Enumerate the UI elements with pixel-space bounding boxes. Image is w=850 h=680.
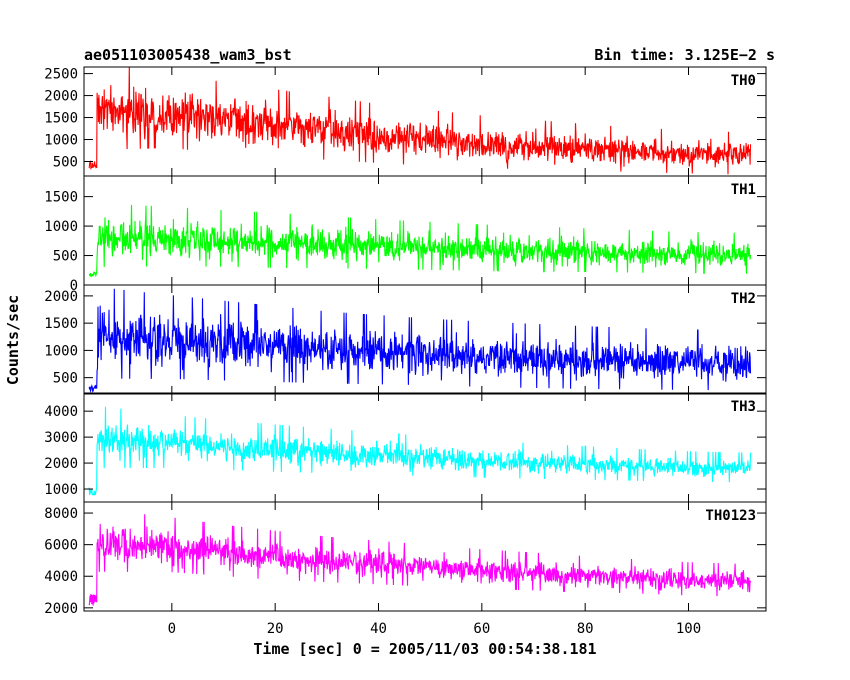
y-tick-label: 2500 [44, 67, 78, 83]
y-tick-label: 0 [70, 278, 78, 294]
y-tick-label: 4000 [44, 404, 78, 420]
bin-time-label: Bin time: 3.125E−2 s [594, 46, 775, 64]
series-line-th0123 [88, 514, 752, 606]
panels-group: 500 1000 1500 2000 2500 TH0 0 500 1000 1500 TH1 500… [44, 66, 767, 617]
y-tick-label: 1500 [44, 190, 78, 206]
x-tick-label: 40 [370, 621, 387, 637]
y-tick-label: 500 [53, 154, 78, 170]
x-tick-label: 80 [577, 621, 594, 637]
panel-label-th1: TH1 [731, 182, 756, 198]
panel-label-th2: TH2 [731, 291, 756, 307]
y-tick-label: 4000 [44, 569, 78, 585]
chart-title: ae051103005438_wam3_bst [84, 46, 292, 64]
y-tick-label: 1000 [44, 219, 78, 235]
panel-label-th0: TH0 [731, 73, 756, 89]
series-line-th1 [88, 204, 752, 278]
x-tick-label: 60 [473, 621, 490, 637]
y-tick-label: 3000 [44, 430, 78, 446]
y-tick-label: 1000 [44, 343, 78, 359]
x-axis: 0 20 40 60 80 100 [168, 621, 702, 637]
y-tick-label: 1500 [44, 111, 78, 127]
x-tick-label: 100 [676, 621, 701, 637]
panel-th0123: 2000 4000 6000 8000 TH0123 [44, 501, 767, 617]
panel-label-th0123: TH0123 [705, 508, 756, 524]
y-tick-label: 2000 [44, 456, 78, 472]
x-axis-label: Time [sec] 0 = 2005/11/03 00:54:38.181 [253, 640, 596, 658]
y-tick-label: 8000 [44, 506, 78, 522]
series-line-th0 [88, 67, 752, 175]
y-tick-label: 1500 [44, 316, 78, 332]
x-tick-label: 0 [168, 621, 176, 637]
panel-th1: 0 500 1000 1500 TH1 [44, 175, 767, 294]
y-tick-label: 1000 [44, 133, 78, 149]
panel-th2: 500 1000 1500 2000 TH2 [44, 284, 767, 395]
panel-label-th3: TH3 [731, 399, 756, 415]
y-tick-label: 2000 [44, 89, 78, 105]
panel-frame [83, 501, 767, 612]
y-tick-label: 500 [53, 371, 78, 387]
y-axis-label: Counts/sec [4, 295, 22, 385]
y-tick-label: 6000 [44, 538, 78, 554]
y-tick-label: 2000 [44, 289, 78, 305]
x-tick-label: 20 [267, 621, 284, 637]
y-tick-label: 1000 [44, 482, 78, 498]
y-tick-label: 2000 [44, 601, 78, 617]
series-line-th2 [88, 288, 752, 394]
panel-frame [83, 284, 767, 395]
panel-frame [83, 175, 767, 286]
y-tick-label: 500 [53, 249, 78, 265]
panel-th3: 1000 2000 3000 4000 TH3 [44, 392, 767, 503]
series-line-th3 [88, 406, 752, 496]
panel-th0: 500 1000 1500 2000 2500 TH0 [44, 66, 767, 177]
